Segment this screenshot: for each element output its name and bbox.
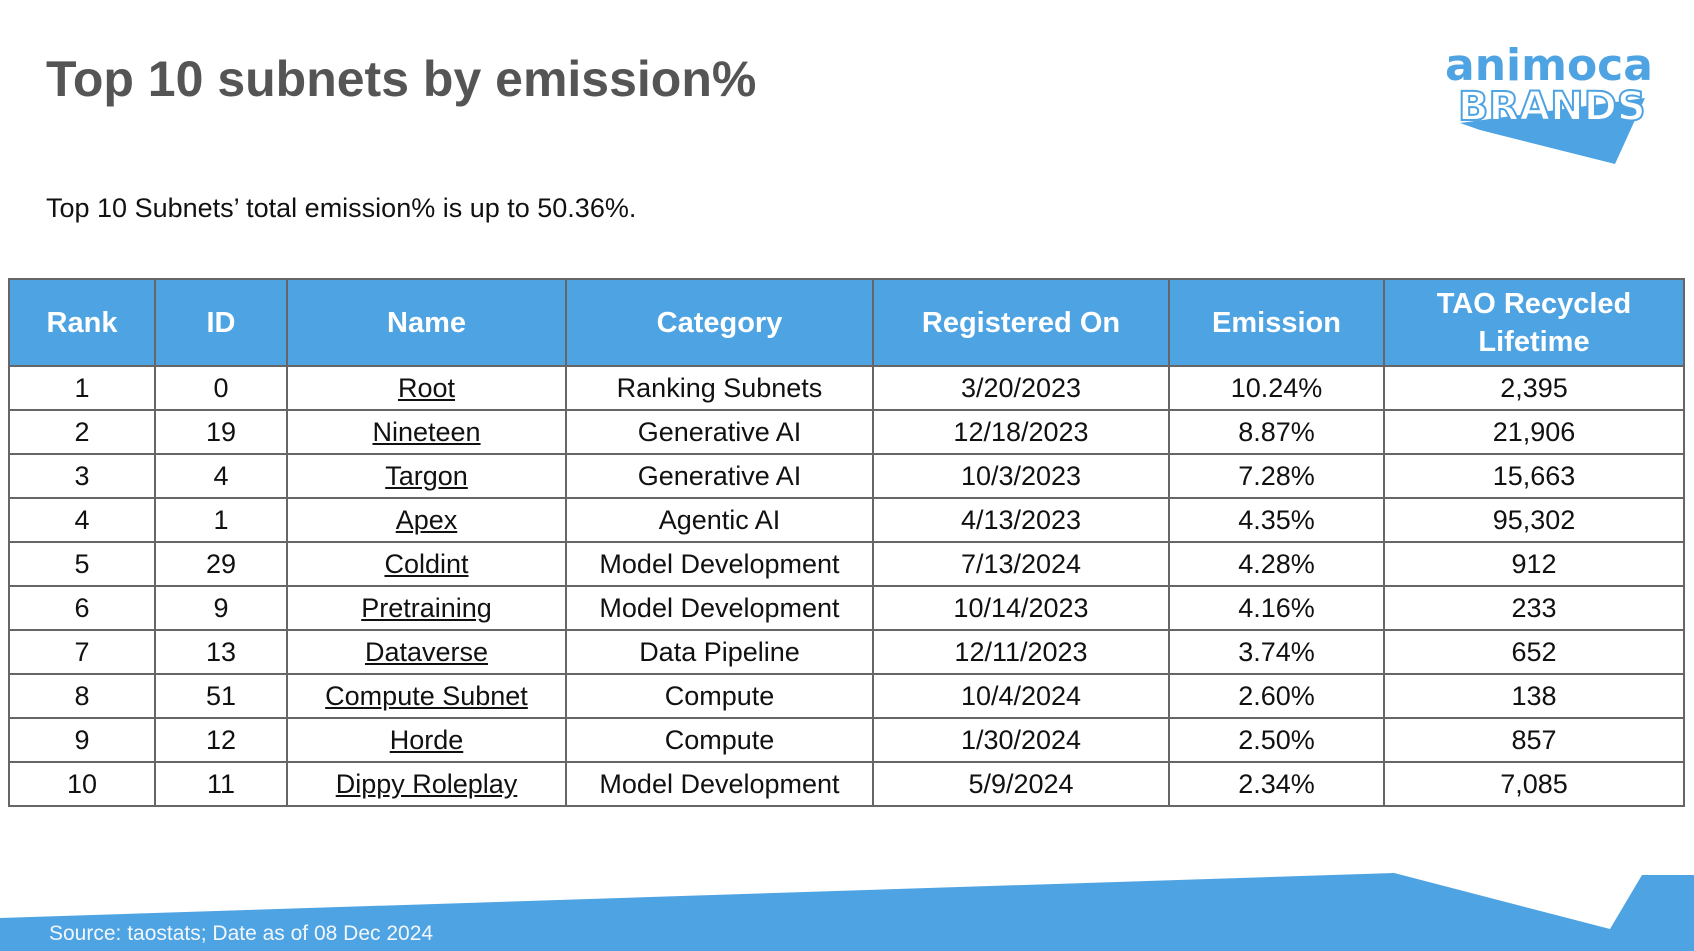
table-cell: 12/18/2023 [872, 409, 1170, 455]
column-header: TAO Recycled Lifetime [1383, 278, 1685, 367]
table-cell: 4.16% [1168, 585, 1385, 631]
table-body: 1 0 Root Ranking Subnets 3/20/2023 10.24% 2,39… [8, 365, 1685, 807]
table-cell: 7,085 [1383, 761, 1685, 807]
table-cell: 138 [1383, 673, 1685, 719]
table-cell: 2.34% [1168, 761, 1385, 807]
table-cell: 10/3/2023 [872, 453, 1170, 499]
table-row: 9 12 Horde Compute 1/30/2024 2.50% 857 [8, 717, 1685, 763]
table-row: 1 0 Root Ranking Subnets 3/20/2023 10.24% 2,39… [8, 365, 1685, 411]
table: Rank ID Name Category Registered On Emission T… [8, 278, 1685, 807]
table-cell: 3 [8, 453, 156, 499]
table-cell: 2.50% [1168, 717, 1385, 763]
table-cell: 2,395 [1383, 365, 1685, 411]
table-row: 7 13 Dataverse Data Pipeline 12/11/2023 3.74%… [8, 629, 1685, 675]
table-cell: 1 [8, 365, 156, 411]
table-cell: Data Pipeline [565, 629, 874, 675]
table-cell: Generative AI [565, 453, 874, 499]
logo: animoca BRANDS [1445, 40, 1653, 164]
table-cell: 11 [154, 761, 288, 807]
table-cell: Model Development [565, 761, 874, 807]
table-cell: Compute [565, 673, 874, 719]
logo-text: BRANDS [1458, 84, 1646, 130]
header-row: Rank ID Name Category Registered On Emission T… [8, 278, 1685, 367]
subnet-name: Coldint [286, 541, 567, 587]
logo-shape [1460, 98, 1645, 164]
table-cell: 10 [8, 761, 156, 807]
subnet-name: Nineteen [286, 409, 567, 455]
table-cell: 1/30/2024 [872, 717, 1170, 763]
table-cell: 7.28% [1168, 453, 1385, 499]
table-cell: 0 [154, 365, 288, 411]
table-cell: 10/14/2023 [872, 585, 1170, 631]
table-cell: 233 [1383, 585, 1685, 631]
table-cell: 9 [8, 717, 156, 763]
logo-text: animoca [1445, 40, 1653, 91]
table-cell: Model Development [565, 541, 874, 587]
table-cell: 21,906 [1383, 409, 1685, 455]
column-header: Registered On [872, 278, 1170, 367]
table-cell: 7 [8, 629, 156, 675]
table-cell: 912 [1383, 541, 1685, 587]
table-row: 6 9 Pretraining Model Development 10/14/2023… [8, 585, 1685, 631]
subnet-name: Horde [286, 717, 567, 763]
table-cell: 13 [154, 629, 288, 675]
title: Top 10 subnets by emission% [46, 51, 757, 107]
table-cell: 29 [154, 541, 288, 587]
table-cell: 5/9/2024 [872, 761, 1170, 807]
table-cell: 10.24% [1168, 365, 1385, 411]
table-row: 10 11 Dippy Roleplay Model Development 5/9/2… [8, 761, 1685, 807]
table-cell: 19 [154, 409, 288, 455]
table-cell: Model Development [565, 585, 874, 631]
table-cell: 4 [8, 497, 156, 543]
subtitle: Top 10 Subnets’ total emission% is up to… [46, 193, 637, 223]
column-header: Rank [8, 278, 156, 367]
source-note: Source: taostats; Date as of 08 Dec 2024 [49, 922, 434, 945]
subnet-name: Targon [286, 453, 567, 499]
table-cell: 12 [154, 717, 288, 763]
table-row: 3 4 Targon Generative AI 10/3/2023 7.28% 15,66… [8, 453, 1685, 499]
table-cell: 8 [8, 673, 156, 719]
table-row: 5 29 Coldint Model Development 7/13/2024 4.28… [8, 541, 1685, 587]
table-cell: 3.74% [1168, 629, 1385, 675]
table-cell: 1 [154, 497, 288, 543]
table-cell: Generative AI [565, 409, 874, 455]
subnet-name: Dataverse [286, 629, 567, 675]
table-cell: 12/11/2023 [872, 629, 1170, 675]
table-cell: 4.28% [1168, 541, 1385, 587]
table-cell: 4 [154, 453, 288, 499]
column-header: ID [154, 278, 288, 367]
subnet-name: Root [286, 365, 567, 411]
table-cell: 3/20/2023 [872, 365, 1170, 411]
table-cell: Agentic AI [565, 497, 874, 543]
table-cell: 652 [1383, 629, 1685, 675]
column-header: Category [565, 278, 874, 367]
table-cell: Ranking Subnets [565, 365, 874, 411]
table-cell: 7/13/2024 [872, 541, 1170, 587]
table-cell: 2.60% [1168, 673, 1385, 719]
table-cell: 857 [1383, 717, 1685, 763]
table-cell: 51 [154, 673, 288, 719]
table-cell: 2 [8, 409, 156, 455]
table-cell: Compute [565, 717, 874, 763]
subnet-name: Dippy Roleplay [286, 761, 567, 807]
table-cell: 8.87% [1168, 409, 1385, 455]
table-row: 4 1 Apex Agentic AI 4/13/2023 4.35% 95,302 [8, 497, 1685, 543]
table-cell: 5 [8, 541, 156, 587]
table-row: 8 51 Compute Subnet Compute 10/4/2024 2.60% 13… [8, 673, 1685, 719]
table-cell: 6 [8, 585, 156, 631]
table-cell: 4/13/2023 [872, 497, 1170, 543]
table-cell: 15,663 [1383, 453, 1685, 499]
subnet-name: Pretraining [286, 585, 567, 631]
column-header: Name [286, 278, 567, 367]
subnet-name: Compute Subnet [286, 673, 567, 719]
subnet-name: Apex [286, 497, 567, 543]
table-cell: 9 [154, 585, 288, 631]
table-cell: 95,302 [1383, 497, 1685, 543]
table-cell: 4.35% [1168, 497, 1385, 543]
table-cell: 10/4/2024 [872, 673, 1170, 719]
column-header: Emission [1168, 278, 1385, 367]
table-row: 2 19 Nineteen Generative AI 12/18/2023 8.87% 2… [8, 409, 1685, 455]
